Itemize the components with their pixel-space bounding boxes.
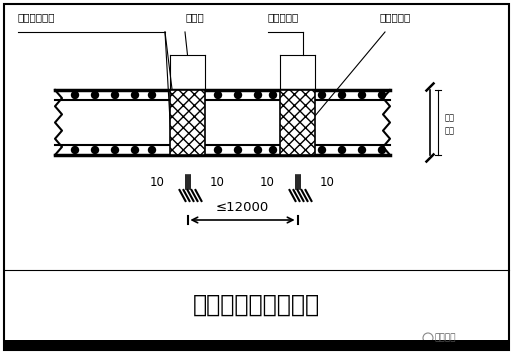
Text: 10: 10 (210, 177, 225, 189)
Circle shape (234, 147, 242, 154)
Circle shape (111, 147, 119, 154)
Circle shape (269, 147, 277, 154)
Circle shape (254, 91, 262, 98)
Circle shape (71, 91, 78, 98)
Circle shape (234, 91, 242, 98)
Text: 竖向筋: 竖向筋 (185, 12, 204, 22)
Bar (280, 90, 315, 155)
Bar (170, 90, 205, 155)
Text: ≤12000: ≤12000 (216, 201, 269, 214)
Circle shape (91, 91, 98, 98)
Circle shape (269, 91, 277, 98)
Text: 豆丁施工: 豆丁施工 (434, 333, 456, 343)
Circle shape (148, 91, 155, 98)
Circle shape (339, 147, 345, 154)
Circle shape (214, 147, 222, 154)
Bar (4, 340, 509, 350)
Circle shape (131, 91, 139, 98)
Circle shape (148, 147, 155, 154)
Text: 外露构件伸缩缝做法: 外露构件伸缩缝做法 (193, 293, 320, 317)
Circle shape (359, 147, 365, 154)
Circle shape (131, 147, 139, 154)
Circle shape (359, 91, 365, 98)
Circle shape (319, 91, 326, 98)
Circle shape (319, 147, 326, 154)
Text: 10: 10 (150, 177, 165, 189)
Text: 水平筋不断: 水平筋不断 (268, 12, 299, 22)
Text: 防水油膏封闭: 防水油膏封闭 (18, 12, 55, 22)
Text: 10: 10 (320, 177, 335, 189)
Circle shape (379, 91, 385, 98)
Bar (280, 90, 315, 155)
Circle shape (379, 147, 385, 154)
Bar (170, 90, 205, 155)
Circle shape (91, 147, 98, 154)
Circle shape (254, 147, 262, 154)
Circle shape (71, 147, 78, 154)
Text: 聚苯乙烯板: 聚苯乙烯板 (380, 12, 411, 22)
Text: 10: 10 (260, 177, 275, 189)
Circle shape (111, 91, 119, 98)
Text: 回出: 回出 (445, 126, 455, 135)
Circle shape (339, 91, 345, 98)
Circle shape (214, 91, 222, 98)
Text: 壁厚: 壁厚 (445, 113, 455, 122)
Bar (55, 90, 390, 155)
